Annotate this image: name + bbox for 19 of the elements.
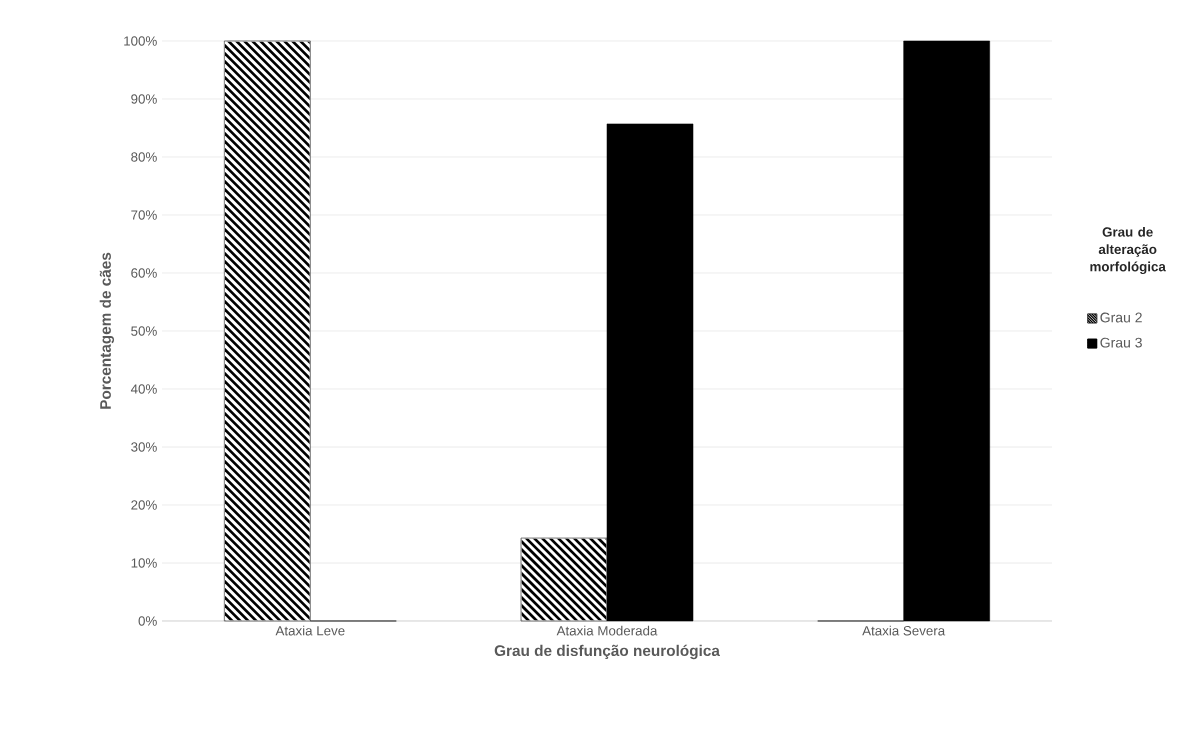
legend-title: Grau de alteração morfológica <box>1090 226 1166 275</box>
y-tick-label: 30% <box>131 442 157 452</box>
legend-label: Grau 2 <box>1100 312 1142 323</box>
y-tick-label: 60% <box>131 268 157 278</box>
y-tick-label: 80% <box>131 152 157 162</box>
y-tick-label: 90% <box>131 94 157 104</box>
y-tick-label: 20% <box>131 500 157 510</box>
x-tick-label: Ataxia Severa <box>862 625 946 636</box>
x-tick-label: Ataxia Leve <box>275 625 345 636</box>
y-tick-label: 100% <box>124 36 157 46</box>
legend-label: Grau 3 <box>1100 337 1142 348</box>
x-axis-title: Grau de disfunção neurológica <box>494 644 720 660</box>
y-tick-label: 40% <box>130 384 157 394</box>
y-tick-label: 10% <box>131 558 157 568</box>
y-tick-label: 50% <box>131 326 157 336</box>
x-tick-label: Ataxia Moderada <box>556 625 658 636</box>
y-tick-label: 0% <box>138 616 157 626</box>
y-tick-label: 70% <box>131 210 157 220</box>
y-axis-title: Porcentagem de cães <box>99 252 115 409</box>
